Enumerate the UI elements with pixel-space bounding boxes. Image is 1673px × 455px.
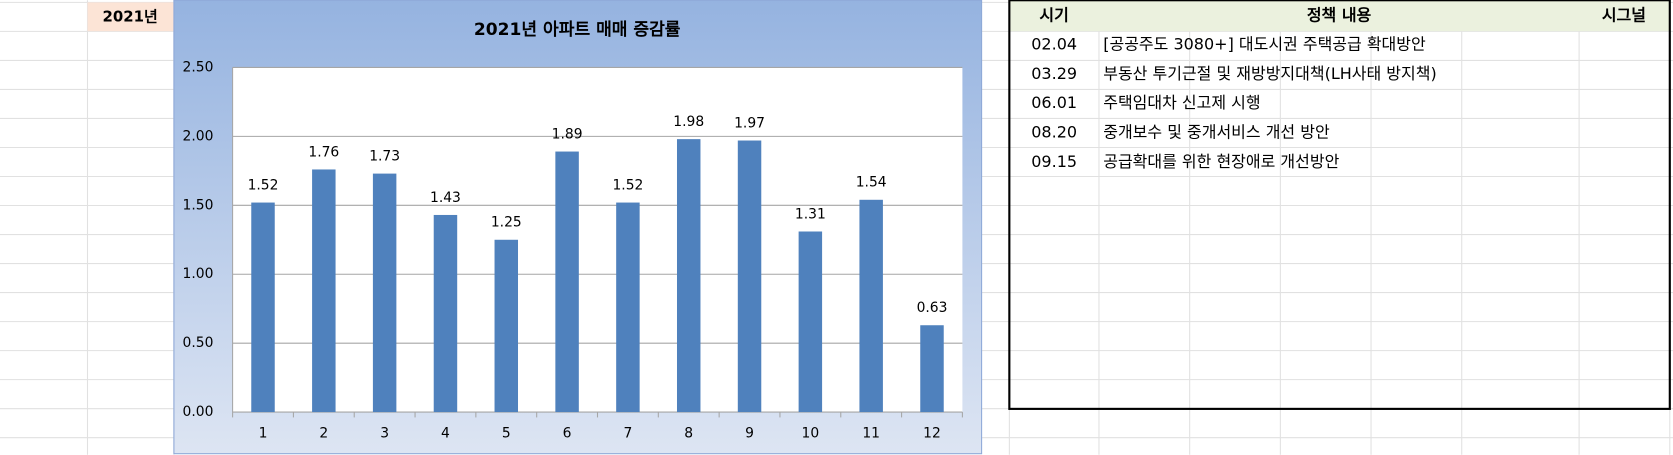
table-cell-policy: [공공주도 3080+] 대도시권 주택공급 확대방안: [1103, 35, 1426, 54]
bar: [494, 239, 519, 413]
table-header-bg: [1009, 0, 1670, 32]
data-label: 1.43: [430, 190, 461, 206]
y-tick-label: 0.00: [183, 404, 214, 420]
data-label: 1.89: [552, 126, 583, 142]
table-cell-date: 03.29: [1031, 64, 1077, 83]
x-tick-label: 8: [684, 425, 693, 441]
data-label: 1.98: [673, 114, 704, 130]
table-cell-date: 08.20: [1031, 123, 1077, 142]
bar: [737, 140, 762, 413]
x-tick-label: 5: [502, 425, 511, 441]
bar: [920, 325, 944, 413]
x-tick-label: 12: [923, 425, 941, 441]
cell-label: 2021년: [103, 7, 158, 25]
bar: [676, 139, 701, 413]
data-label: 0.63: [917, 300, 948, 316]
table-header: 시그널: [1602, 6, 1646, 25]
x-tick-label: 4: [441, 425, 450, 441]
data-label: 1.52: [248, 177, 279, 193]
bar: [312, 169, 336, 413]
x-tick-label: 11: [862, 425, 880, 441]
y-tick-label: 2.00: [183, 128, 214, 144]
y-tick-label: 0.50: [183, 335, 214, 351]
chart-title: 2021년 아파트 매매 증감률: [474, 20, 681, 40]
data-label: 1.54: [856, 175, 887, 191]
cell-highlight: [87, 2, 174, 32]
x-tick-label: 7: [623, 425, 632, 441]
table-cell-policy: 부동산 투기근절 및 재방방지대책(LH사태 방지책): [1103, 64, 1436, 83]
table-header: 시기: [1039, 6, 1068, 25]
bar: [372, 173, 397, 413]
data-label: 1.25: [491, 215, 522, 231]
chart: 0.00 0.50 1.00 1.50 2.00 2.50 1 1.52 2 1.76 3 1.73 4…: [183, 59, 963, 441]
table-cell-date: 09.15: [1031, 152, 1077, 171]
plot-area: [232, 67, 963, 413]
x-tick-label: 9: [745, 425, 754, 441]
table-cell-policy: 중개보수 및 중개서비스 개선 방안: [1103, 123, 1330, 142]
y-tick-label: 1.50: [183, 197, 214, 213]
data-label: 1.73: [369, 149, 400, 165]
y-tick-label: 2.50: [183, 59, 214, 75]
table-cell-policy: 주택임대차 신고제 시행: [1103, 93, 1260, 112]
table: 시기 정책 내용 시그널 02.04 [공공주도 3080+] 대도시권 주택공급 확대…: [1031, 6, 1646, 171]
x-tick-label: 2: [319, 425, 328, 441]
data-label: 1.76: [308, 144, 339, 160]
data-label: 1.31: [795, 206, 826, 222]
table-cell-date: 06.01: [1031, 93, 1077, 112]
bar: [859, 199, 883, 413]
bar: [555, 151, 579, 413]
table-cell-date: 02.04: [1031, 35, 1077, 54]
data-label: 1.97: [734, 115, 765, 131]
bar: [251, 202, 275, 413]
bar: [616, 202, 640, 413]
table-border: [1008, 0, 1671, 410]
x-tick-label: 3: [380, 425, 389, 441]
data-label: 1.52: [612, 177, 643, 193]
x-tick-label: 6: [563, 425, 572, 441]
y-tick-label: 1.00: [183, 266, 214, 282]
table-header: 정책 내용: [1307, 6, 1372, 25]
bar: [798, 231, 823, 413]
table-cell-policy: 공급확대를 위한 현장애로 개선방안: [1103, 152, 1339, 171]
bar: [433, 214, 458, 413]
x-tick-label: 10: [802, 425, 820, 441]
x-tick-label: 1: [259, 425, 268, 441]
